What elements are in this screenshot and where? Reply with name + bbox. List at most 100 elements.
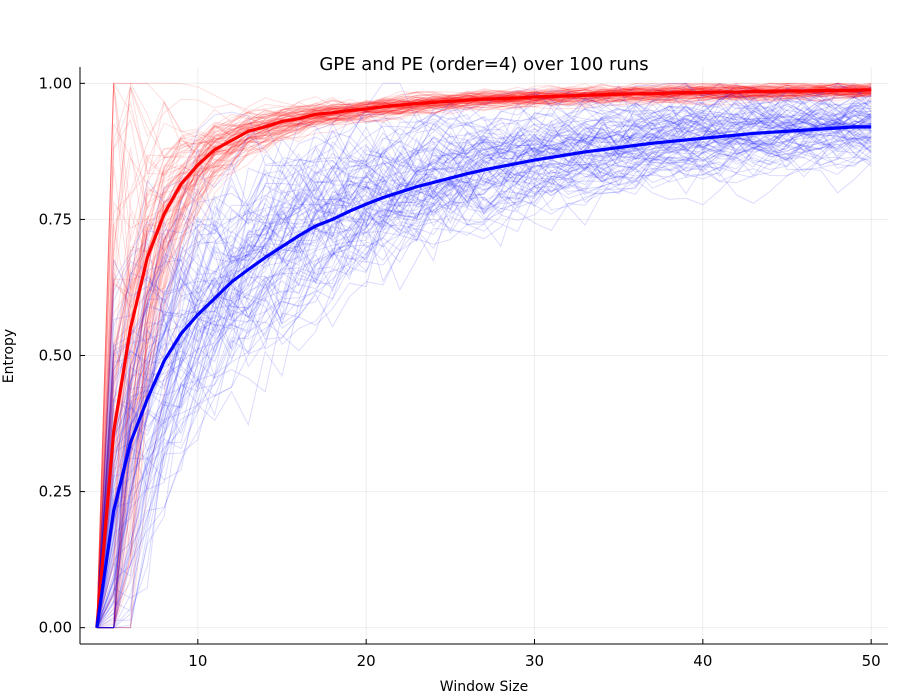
individual-runs [96,81,872,629]
blue-run-line [96,161,872,629]
red-run-line [96,82,872,628]
red-run-line [96,82,872,628]
y-tick-label: 1.00 [39,74,72,92]
red-run-line [96,82,872,628]
blue-run-line [96,100,872,629]
blue-run-line [96,100,872,628]
red-run-line [96,93,872,628]
y-tick-label: 0.25 [39,483,72,501]
blue-run-line [96,82,872,628]
blue-run-line [96,108,872,628]
blue-run-line [96,144,872,629]
red-run-line [96,93,872,629]
red-run-line [96,91,872,628]
red-run-line [96,85,872,628]
blue-run-line [96,116,872,628]
blue-run-line [96,148,872,629]
blue-run-line [96,122,872,628]
red-run-line [96,95,872,629]
blue-mean-line [95,125,872,628]
x-axis-label: Window Size [440,679,528,695]
blue-run-line [96,96,872,628]
blue-run-line [96,121,872,628]
red-run-line [96,81,872,628]
blue-run-line [96,101,872,628]
blue-run-line [96,95,872,628]
blue-run-line [96,82,872,628]
red-run-line [96,84,872,628]
blue-run-line [96,97,872,629]
blue-run-line [96,103,872,629]
blue-run-line [96,120,872,628]
red-run-line [96,83,872,628]
blue-run-line [96,128,872,628]
blue-run-line [96,138,872,629]
blue-run-line [96,123,872,628]
red-run-line [96,87,872,628]
blue-run-line [96,137,872,629]
blue-run-line [96,114,872,629]
blue-run-line [96,116,872,628]
red-run-line [96,90,872,629]
blue-run-line [96,90,872,628]
red-run-line [96,88,872,628]
red-run-line [96,86,872,629]
mean-lines [95,88,872,628]
blue-run-line [96,108,872,628]
red-run-line [96,82,872,628]
blue-run-line [96,110,872,628]
blue-run-line [96,115,872,628]
red-run-line [96,93,872,629]
red-run-line [96,82,872,628]
red-run-line [96,82,872,628]
blue-run-line [96,123,872,628]
blue-run-line [96,134,872,628]
blue-run-line [96,100,872,628]
red-run-line [96,92,872,629]
blue-run-line [96,98,872,628]
red-run-line [96,89,872,629]
blue-run-line [96,95,872,628]
red-run-line [96,82,872,628]
blue-run-line [96,93,872,628]
blue-run-line [96,109,872,628]
blue-run-line [96,96,872,628]
blue-run-line [96,99,872,628]
red-run-line [96,85,872,628]
red-mean-line [95,88,872,628]
blue-run-line [96,102,872,628]
x-tick-label: 20 [357,652,376,670]
red-run-line [96,93,872,629]
x-tick-label: 10 [188,652,207,670]
blue-run-line [96,91,872,628]
red-run-line [96,86,872,628]
blue-run-line [96,126,872,628]
x-tick-label: 50 [862,652,881,670]
blue-run-line [96,135,872,628]
blue-run-line [96,94,872,628]
red-run-line [96,89,872,628]
blue-run-line [96,97,872,628]
blue-run-line [96,103,872,628]
grid [80,67,888,644]
blue-run-line [96,127,872,628]
blue-run-line [96,91,872,628]
blue-run-line [96,138,872,629]
blue-run-line [96,91,872,628]
blue-run-line [96,130,872,628]
blue-run-line [96,130,872,629]
blue-run-line [96,114,872,628]
red-run-line [96,88,872,628]
y-tick-label: 0.50 [39,347,72,365]
red-run-line [96,82,872,628]
blue-run-line [96,105,872,628]
y-axis-label: Entropy [1,329,17,383]
blue-run-line [96,137,872,629]
blue-run-line [96,124,872,629]
blue-run-line [96,110,872,628]
blue-run-line [96,96,872,628]
blue-run-line [96,115,872,628]
blue-run-line [96,125,872,629]
blue-run-line [96,120,872,628]
